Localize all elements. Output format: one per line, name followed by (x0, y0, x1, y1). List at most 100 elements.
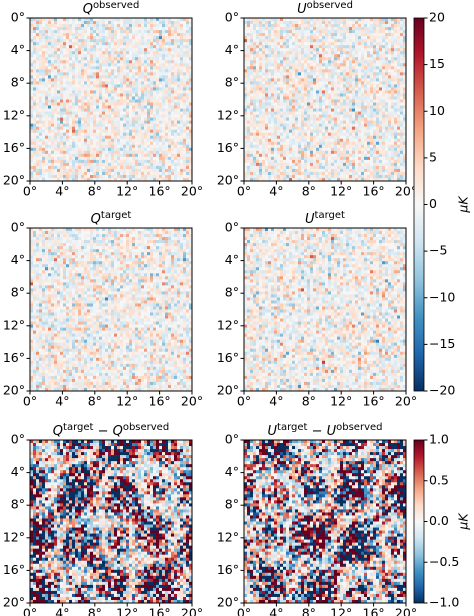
heatmap-cell (156, 33, 159, 36)
heatmap-cell (150, 27, 153, 30)
heatmap-cell (75, 93, 78, 96)
heatmap-cell (256, 175, 259, 178)
heatmap-cell (177, 148, 180, 151)
heatmap-cell (39, 127, 42, 130)
heatmap-cell (78, 72, 81, 75)
heatmap-cell (78, 21, 81, 24)
heatmap-cell (150, 45, 153, 48)
heatmap-cell (159, 157, 162, 160)
heatmap-cell (159, 78, 162, 81)
heatmap-cell (102, 66, 105, 69)
heatmap-cell (183, 69, 186, 72)
heatmap-cell (256, 60, 259, 63)
heatmap-cell (120, 130, 123, 133)
heatmap-cell (69, 75, 72, 78)
heatmap-cell (51, 169, 54, 172)
heatmap-cell (114, 30, 117, 33)
heatmap-cell (39, 60, 42, 63)
heatmap-cell (165, 30, 168, 33)
heatmap-cell (144, 87, 147, 90)
heatmap-cell (96, 66, 99, 69)
heatmap-cell (57, 163, 60, 166)
heatmap-cell (147, 160, 150, 163)
heatmap-cell (165, 81, 168, 84)
heatmap-cell (114, 121, 117, 124)
heatmap-cell (147, 169, 150, 172)
heatmap-cell (39, 87, 42, 90)
heatmap-cell (153, 151, 156, 154)
heatmap-cell (108, 145, 111, 148)
heatmap-cell (87, 112, 90, 115)
heatmap-cell (250, 24, 253, 27)
heatmap-cell (96, 63, 99, 66)
heatmap-cell (138, 163, 141, 166)
heatmap-cell (87, 145, 90, 148)
heatmap-cell (186, 30, 189, 33)
heatmap-cell (162, 54, 165, 57)
heatmap-cell (174, 145, 177, 148)
heatmap-cell (108, 124, 111, 127)
heatmap-cell (114, 93, 117, 96)
heatmap-cell (253, 148, 256, 151)
heatmap-cell (96, 163, 99, 166)
heatmap-cell (63, 66, 66, 69)
heatmap-cell (60, 78, 63, 81)
heatmap-cell (247, 100, 250, 103)
heatmap-cell (259, 72, 262, 75)
x-tick-label: 8° (88, 184, 102, 199)
heatmap-cell (153, 118, 156, 121)
heatmap-cell (63, 63, 66, 66)
heatmap-cell (141, 78, 144, 81)
heatmap-cell (250, 93, 253, 96)
heatmap-cell (81, 157, 84, 160)
heatmap-cell (141, 81, 144, 84)
heatmap-cell (69, 157, 72, 160)
heatmap-cell (120, 103, 123, 106)
heatmap-cell (250, 160, 253, 163)
heatmap-cell (177, 27, 180, 30)
heatmap-cell (48, 69, 51, 72)
heatmap-cell (147, 145, 150, 148)
heatmap-cell (117, 172, 120, 175)
heatmap-cell (111, 66, 114, 69)
heatmap-cell (159, 63, 162, 66)
heatmap-cell (54, 133, 57, 136)
heatmap-cell (42, 103, 45, 106)
heatmap-cell (45, 75, 48, 78)
heatmap-cell (144, 69, 147, 72)
heatmap-cell (84, 72, 87, 75)
heatmap-cell (129, 163, 132, 166)
heatmap-cell (105, 81, 108, 84)
heatmap-cell (33, 175, 36, 178)
heatmap-cell (96, 130, 99, 133)
heatmap-cell (87, 172, 90, 175)
heatmap-cell (253, 103, 256, 106)
heatmap-cell (108, 87, 111, 90)
heatmap-cell (114, 27, 117, 30)
heatmap-cell (60, 36, 63, 39)
heatmap-cell (168, 63, 171, 66)
heatmap-cell (186, 121, 189, 124)
heatmap-cell (39, 69, 42, 72)
heatmap-cell (39, 112, 42, 115)
heatmap-cell (174, 148, 177, 151)
heatmap-cell (186, 72, 189, 75)
heatmap-cell (63, 39, 66, 42)
heatmap-cell (66, 48, 69, 51)
heatmap-cell (108, 163, 111, 166)
heatmap-cell (126, 166, 129, 169)
heatmap-cell (250, 106, 253, 109)
heatmap-cell (180, 172, 183, 175)
heatmap-cell (117, 151, 120, 154)
heatmap-cell (90, 45, 93, 48)
heatmap-cell (126, 72, 129, 75)
heatmap-cell (51, 36, 54, 39)
heatmap-cell (250, 75, 253, 78)
heatmap-cell (183, 78, 186, 81)
heatmap-cell (57, 166, 60, 169)
heatmap-cell (147, 21, 150, 24)
heatmap-cell (102, 115, 105, 118)
heatmap-cell (117, 45, 120, 48)
heatmap-cell (42, 39, 45, 42)
heatmap-cell (39, 154, 42, 157)
